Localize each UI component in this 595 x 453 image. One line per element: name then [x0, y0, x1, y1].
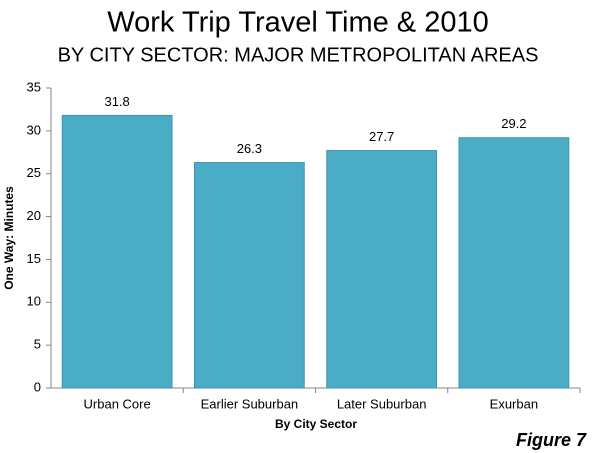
y-tick-label: 0	[34, 379, 41, 394]
y-tick-label: 5	[34, 337, 41, 352]
y-tick-label: 30	[27, 122, 41, 137]
y-tick-label: 25	[27, 165, 41, 180]
y-tick-label: 10	[27, 294, 41, 309]
data-label: 29.2	[501, 116, 526, 131]
chart-title: Work Trip Travel Time & 2010	[107, 7, 488, 39]
data-label: 31.8	[104, 94, 129, 109]
bar	[193, 162, 305, 389]
data-label: 27.7	[369, 129, 394, 144]
x-tick-label: Exurban	[490, 396, 538, 411]
y-tick-label: 15	[27, 251, 41, 266]
bar	[61, 114, 173, 389]
x-axis-label: By City Sector	[275, 417, 357, 431]
bar	[458, 137, 570, 389]
figure-annotation: Figure 7	[516, 430, 587, 450]
y-tick-label: 35	[27, 79, 41, 94]
x-tick-label: Later Suburban	[337, 396, 427, 411]
data-label: 26.3	[237, 141, 262, 156]
y-tick-label: 20	[27, 208, 41, 223]
bar	[326, 150, 438, 389]
y-axis-label: One Way: Minutes	[2, 186, 16, 290]
x-tick-label: Urban Core	[84, 396, 151, 411]
x-tick-label: Earlier Suburban	[201, 396, 299, 411]
chart-subtitle: BY CITY SECTOR: MAJOR METROPOLITAN AREAS	[58, 44, 539, 66]
